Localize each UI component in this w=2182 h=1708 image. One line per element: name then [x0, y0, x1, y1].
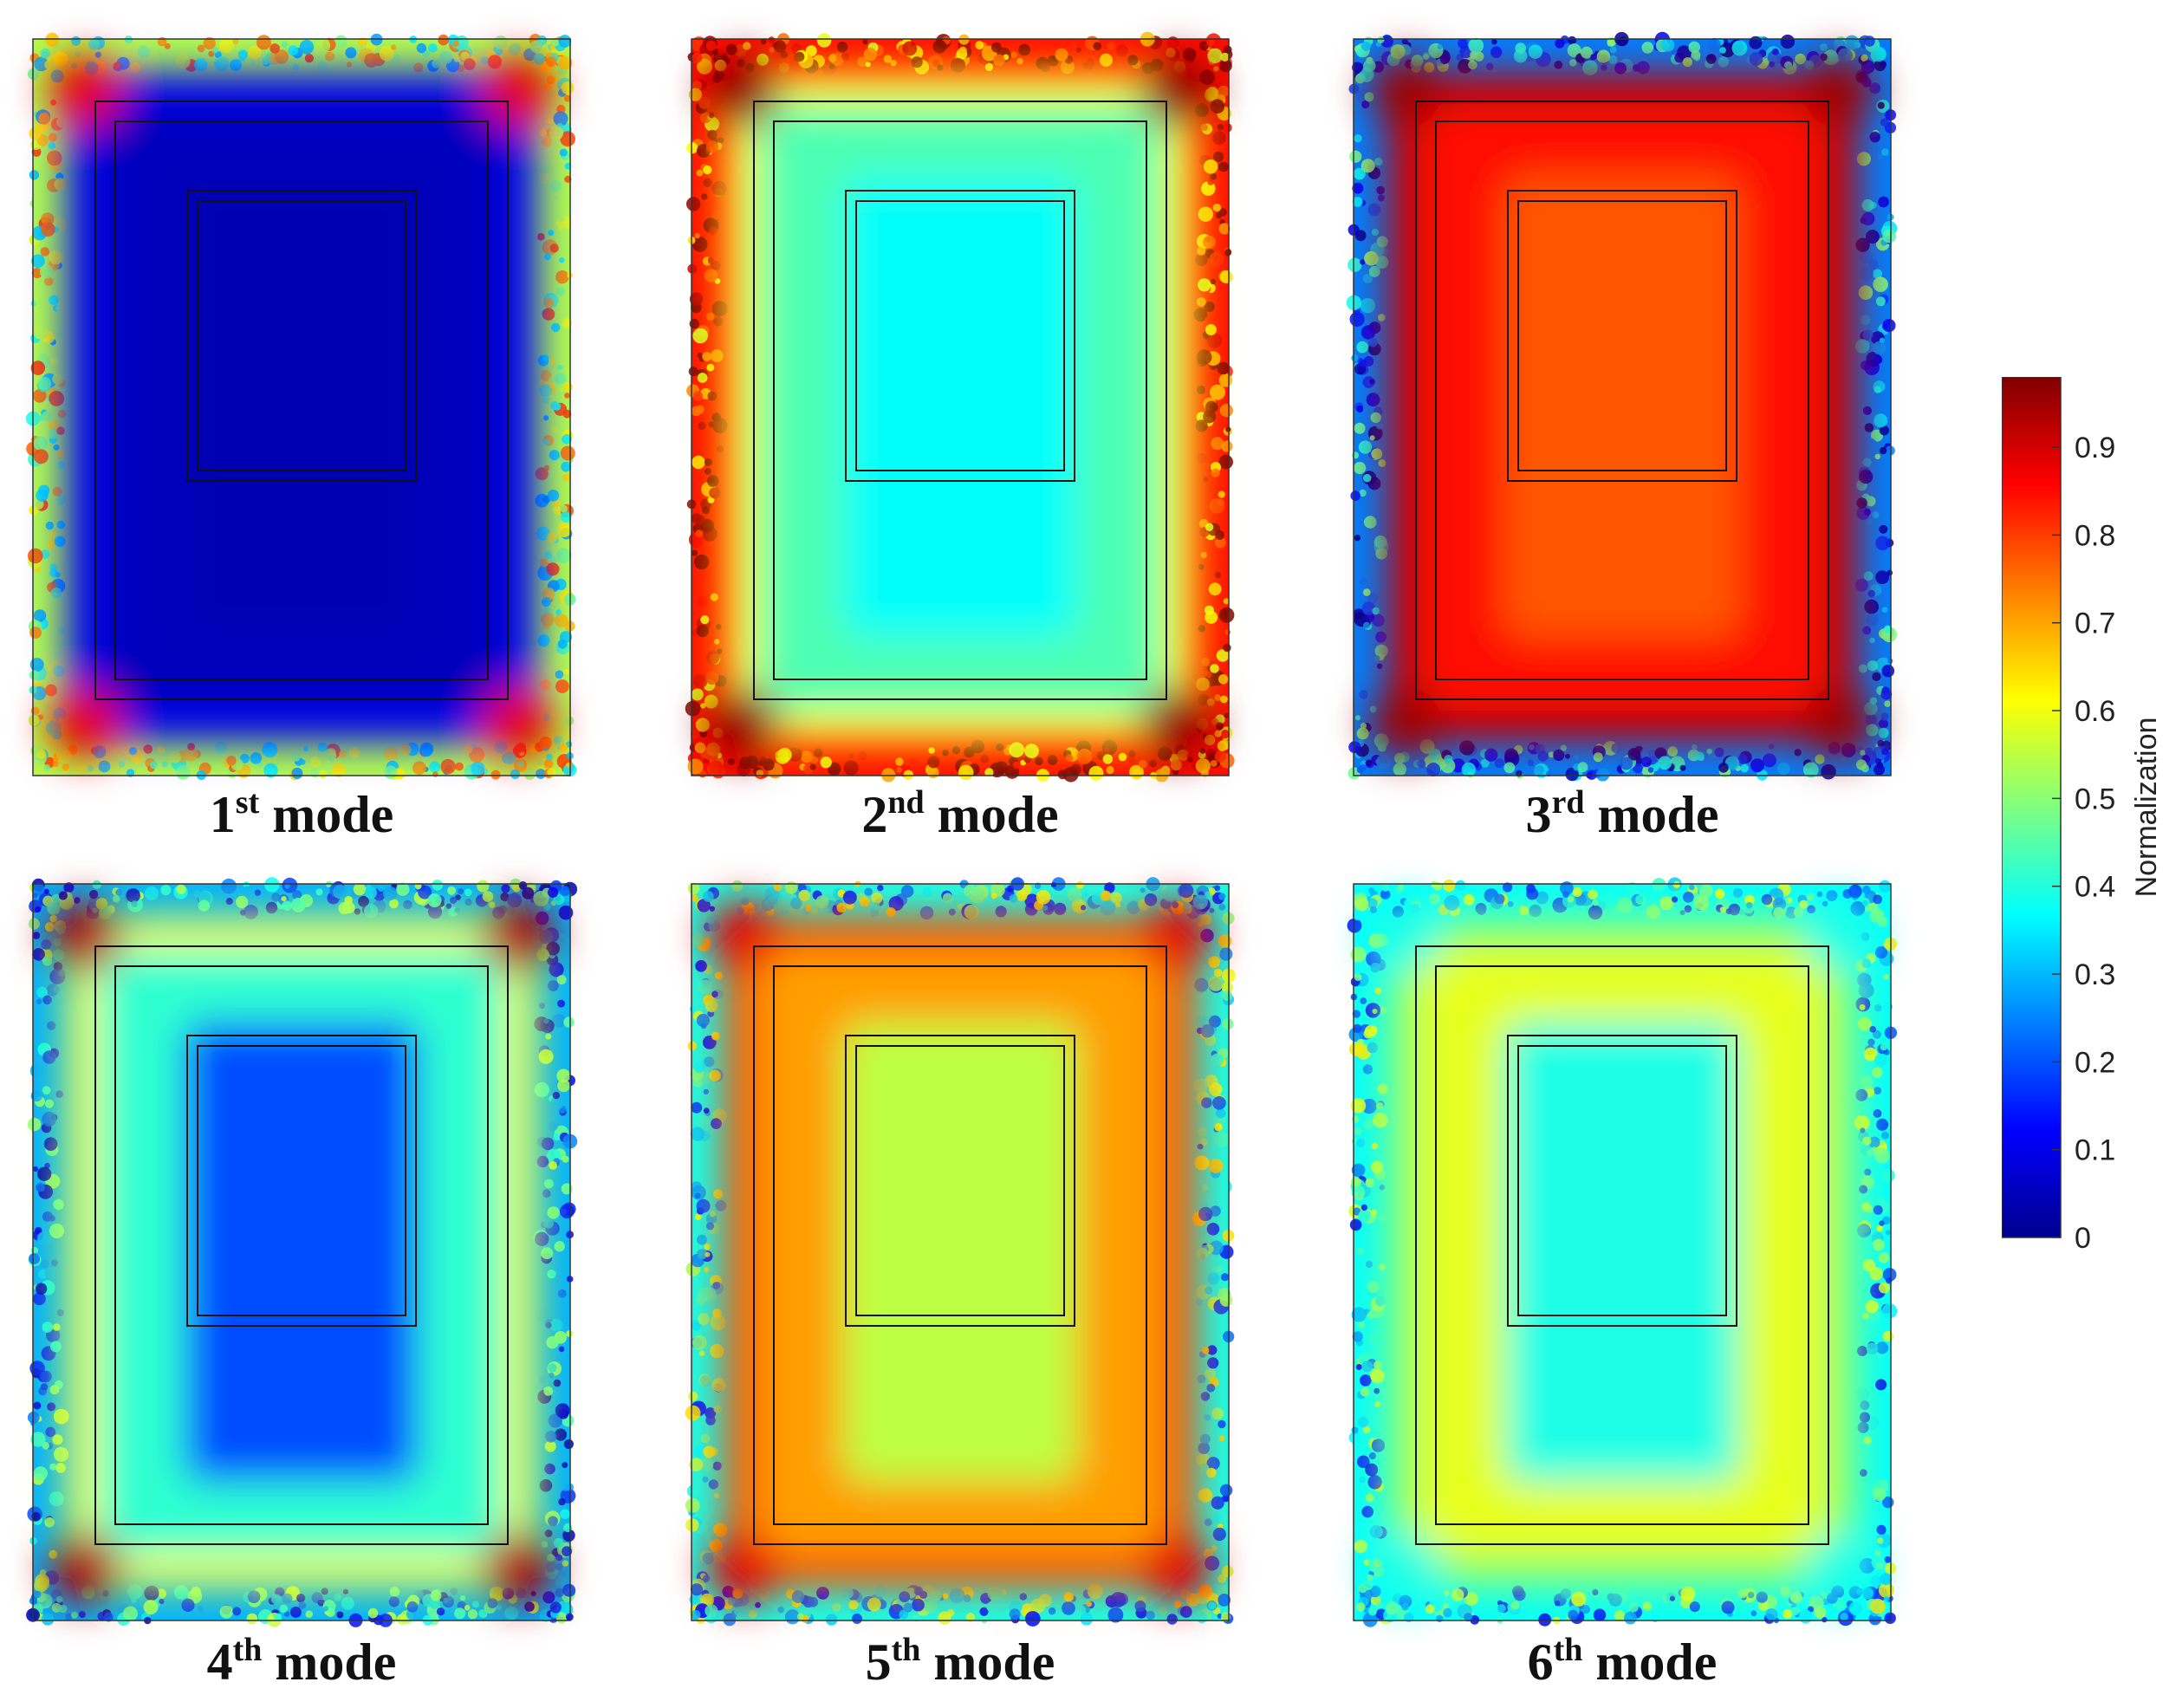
panel-frame — [32, 38, 571, 776]
mode-3-heatmap — [1346, 31, 1898, 782]
mode-2-heatmap — [685, 31, 1235, 783]
panel-frame — [1353, 38, 1892, 776]
panel-frame — [32, 883, 571, 1621]
colorbar-tick-label: 0.8 — [2075, 519, 2115, 552]
colorbar: 0 0.1 0.2 0.3 0.4 0.5 0.6 0.7 0.8 0.9 Normalizatio… — [2002, 377, 2163, 1255]
structure-outlines — [94, 945, 509, 1545]
colorbar-tick-label: 0.3 — [2075, 958, 2115, 991]
colorbar-gradient — [2002, 377, 2062, 1238]
structure-outlines — [1415, 101, 1829, 700]
colorbar-tick-label: 0.9 — [2075, 432, 2115, 464]
mode-1-heatmap — [25, 32, 577, 781]
colorbar-tick-label: 0.5 — [2075, 783, 2115, 815]
mode-5-caption: 5th mode — [865, 1632, 1055, 1691]
panel-frame — [691, 883, 1230, 1621]
panel-frame — [691, 38, 1230, 776]
colorbar-label: Normalization — [2130, 718, 2163, 898]
colorbar-tick-label: 0.6 — [2075, 695, 2115, 728]
mode-4-heatmap — [26, 877, 578, 1627]
structure-outlines — [753, 101, 1167, 700]
mode-6-heatmap — [1347, 877, 1898, 1627]
mode-3-caption: 3rd mode — [1525, 784, 1719, 843]
colorbar-tick-label: 0.4 — [2075, 871, 2115, 904]
colorbar-tick-label: 0.2 — [2075, 1046, 2115, 1079]
structure-outlines — [94, 101, 509, 700]
colorbar-tick-label: 0.1 — [2075, 1134, 2115, 1167]
mode-6-caption: 6th mode — [1527, 1632, 1718, 1691]
mode-1-caption: 1st mode — [209, 784, 394, 843]
edge-speckle — [685, 31, 1235, 783]
structure-outlines — [1415, 945, 1829, 1545]
mode-2-caption: 2nd mode — [861, 784, 1059, 843]
edge-speckle — [25, 32, 577, 781]
colorbar-tick-label: 0 — [2075, 1222, 2091, 1255]
structure-outlines — [753, 945, 1167, 1545]
colorbar-tick-label: 0.7 — [2075, 607, 2115, 640]
mode-5-heatmap — [685, 877, 1236, 1627]
mode-4-caption: 4th mode — [206, 1632, 397, 1691]
panel-frame — [1353, 883, 1892, 1621]
